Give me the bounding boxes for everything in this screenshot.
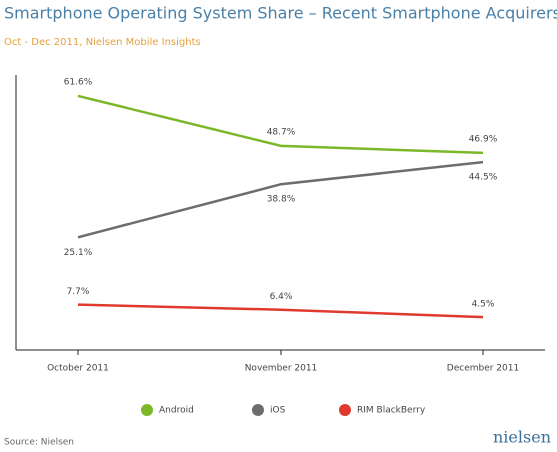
data-label: 44.5% xyxy=(469,173,498,183)
data-label: 7.7% xyxy=(67,287,90,297)
x-tick-label: November 2011 xyxy=(245,364,318,374)
x-tick-label: December 2011 xyxy=(447,364,519,374)
data-label: 25.1% xyxy=(64,248,93,258)
chart-subtitle: Oct - Dec 2011, Nielsen Mobile Insights xyxy=(4,37,201,48)
x-tick-label: October 2011 xyxy=(47,364,109,374)
series-line xyxy=(77,303,484,319)
series-line xyxy=(77,94,484,155)
data-label: 38.8% xyxy=(267,195,296,205)
source: Source: Nielsen xyxy=(4,438,74,448)
legend-marker xyxy=(252,404,264,416)
data-label: 46.9% xyxy=(469,134,498,144)
data-label: 6.4% xyxy=(270,292,293,302)
legend-marker xyxy=(339,404,351,416)
legend-label: Android xyxy=(159,406,194,416)
data-label: 4.5% xyxy=(472,300,495,310)
logo: nielsen xyxy=(493,428,551,447)
legend-marker xyxy=(141,404,153,416)
data-label: 61.6% xyxy=(64,77,93,87)
series-line xyxy=(77,160,484,239)
data-label: 48.7% xyxy=(267,127,296,137)
chart-title: Smartphone Operating System Share – Rece… xyxy=(4,4,557,23)
legend-label: iOS xyxy=(270,406,286,416)
legend-label: RIM BlackBerry xyxy=(357,406,426,416)
